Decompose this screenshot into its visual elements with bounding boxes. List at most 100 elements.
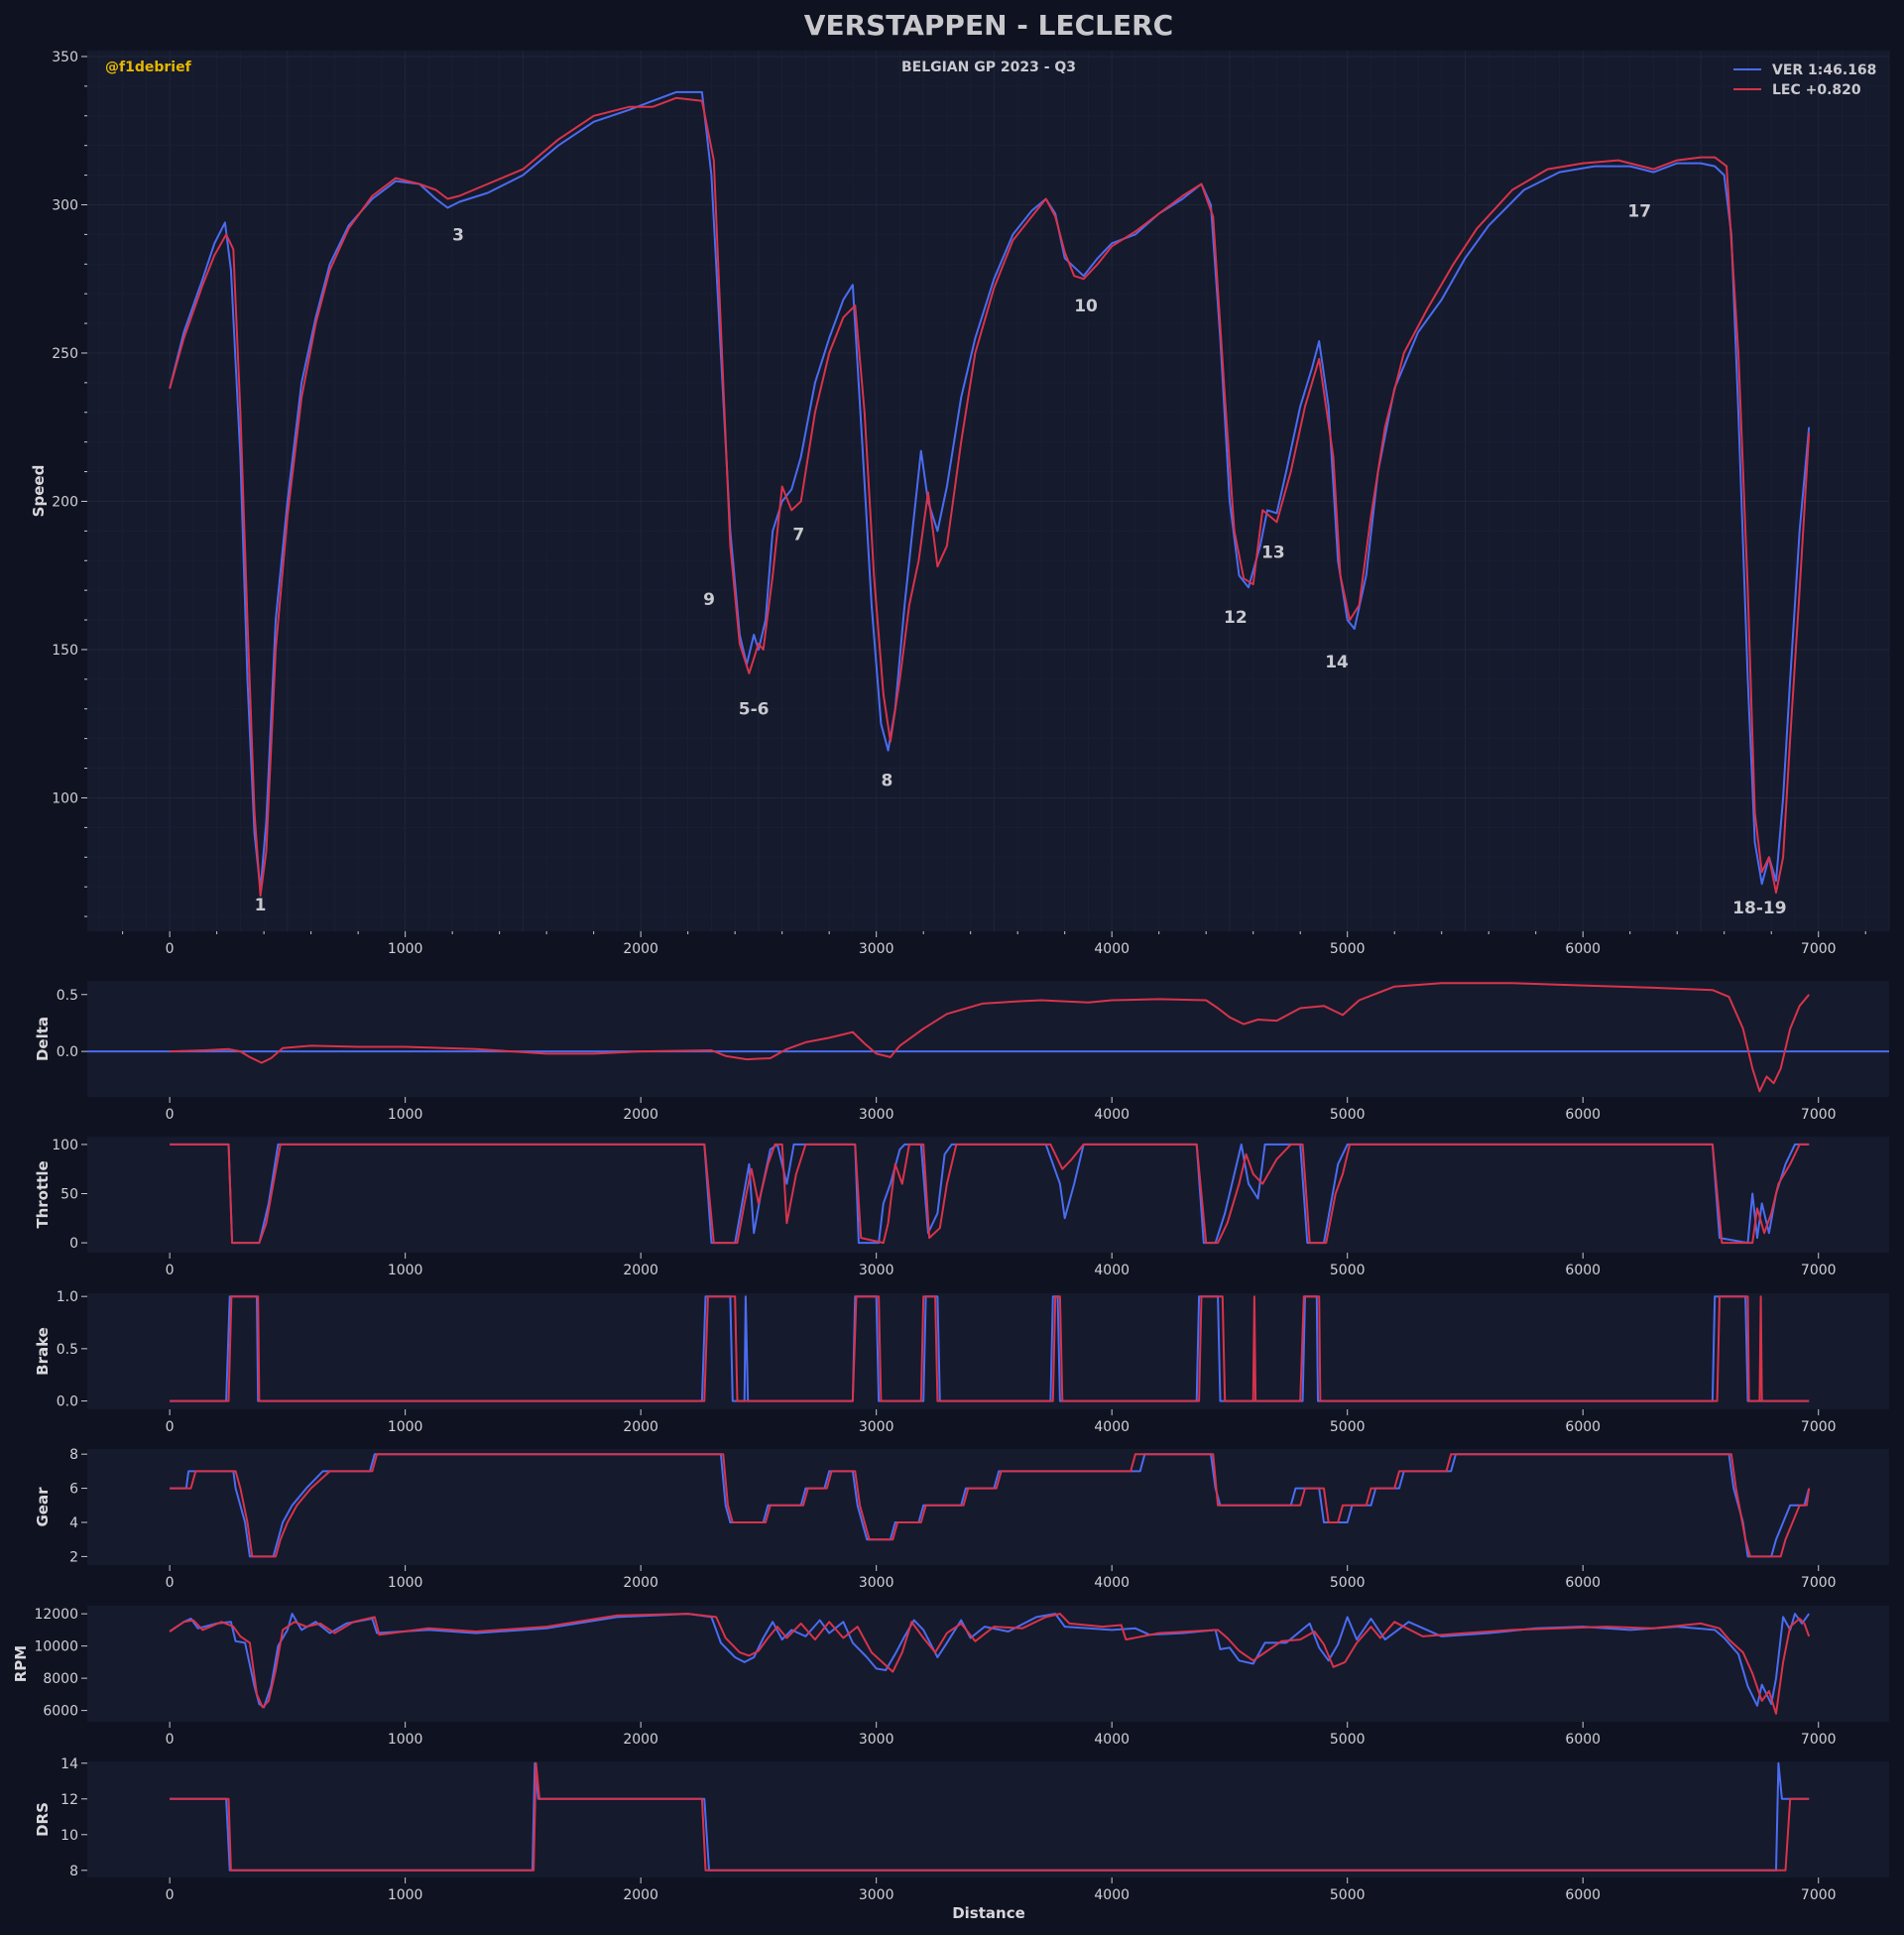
y-tick-label: 300 (52, 197, 78, 213)
panel-brake: 0 1000 2000 3000 4000 5000 6000 7000 0.0 0.5 1.0 Br… (34, 1289, 1889, 1435)
panel-drs: 0 1000 2000 3000 4000 5000 6000 7000 8 10 12 14 DRS (34, 1756, 1889, 1903)
x-tick-label: 6000 (1565, 1107, 1601, 1123)
x-tick-label: 1000 (388, 1887, 423, 1903)
corner-label: 9 (703, 590, 715, 610)
legend-label: LEC +0.820 (1772, 82, 1861, 98)
y-tick-label: 8000 (43, 1671, 78, 1687)
x-tick-label: 1000 (388, 1263, 423, 1278)
chart-subtitle: BELGIAN GP 2023 - Q3 (901, 60, 1076, 75)
x-tick-label: 6000 (1565, 1887, 1601, 1903)
x-tick-label: 7000 (1801, 1107, 1837, 1123)
x-tick-label: 3000 (859, 1575, 894, 1591)
x-tick-label: 0 (166, 941, 175, 957)
y-tick-label: 0.0 (57, 1044, 78, 1060)
y-tick-label: 12000 (34, 1607, 78, 1623)
y-axis-label: Gear (34, 1487, 52, 1527)
legend-label: VER 1:46.168 (1772, 62, 1876, 78)
corner-label: 14 (1325, 653, 1349, 672)
y-tick-label: 8 (69, 1864, 78, 1879)
x-tick-label: 4000 (1094, 1263, 1130, 1278)
x-tick-label: 3000 (859, 941, 894, 957)
panel-background (87, 1137, 1889, 1253)
corner-label: 1 (255, 896, 267, 915)
x-tick-label: 2000 (623, 1107, 658, 1123)
watermark: @f1debrief (105, 60, 192, 75)
panel-background (87, 981, 1889, 1097)
x-tick-label: 4000 (1094, 941, 1130, 957)
x-tick-label: 4000 (1094, 1732, 1130, 1748)
panel-throttle: 0 1000 2000 3000 4000 5000 6000 7000 0 50 100Throt… (34, 1137, 1889, 1278)
corner-label: 12 (1224, 608, 1248, 628)
series-line-lec (170, 1295, 1810, 1402)
y-tick-label: 12 (60, 1792, 78, 1808)
x-tick-label: 3000 (859, 1419, 894, 1435)
corner-label: 3 (452, 225, 464, 245)
x-tick-label: 1000 (388, 941, 423, 957)
x-tick-label: 7000 (1801, 1732, 1837, 1748)
x-tick-label: 7000 (1801, 941, 1837, 957)
figure-title: VERSTAPPEN - LECLERC (804, 9, 1173, 42)
panel-delta: 0 1000 2000 3000 4000 5000 6000 7000 0.0 0.5 Delta (34, 981, 1889, 1123)
y-tick-label: 200 (52, 494, 78, 510)
x-tick-label: 1000 (388, 1575, 423, 1591)
corner-label: 8 (881, 771, 892, 790)
y-tick-label: 150 (52, 643, 78, 659)
x-tick-label: 5000 (1330, 1732, 1366, 1748)
panel-background (87, 1761, 1889, 1877)
y-tick-label: 0.0 (57, 1394, 78, 1410)
x-tick-label: 1000 (388, 1107, 423, 1123)
x-tick-label: 0 (166, 1575, 175, 1591)
corner-label: 17 (1627, 201, 1651, 221)
chart-panels: 0 1000 2000 3000 4000 5000 6000 700010015020025… (12, 50, 1890, 1903)
y-tick-label: 0.5 (57, 1342, 78, 1358)
x-tick-label: 0 (166, 1887, 175, 1903)
x-tick-label: 2000 (623, 1887, 658, 1903)
panel-background (87, 1293, 1889, 1409)
panel-gear: 0 1000 2000 3000 4000 5000 6000 7000 2 4 6 8 Gear (34, 1447, 1889, 1591)
x-tick-label: 0 (166, 1732, 175, 1748)
y-tick-label: 14 (60, 1756, 78, 1772)
x-tick-label: 4000 (1094, 1419, 1130, 1435)
x-tick-label: 6000 (1565, 1263, 1601, 1278)
y-tick-label: 1.0 (57, 1289, 78, 1305)
x-tick-label: 6000 (1565, 1732, 1601, 1748)
x-tick-label: 4000 (1094, 1887, 1130, 1903)
x-tick-label: 2000 (623, 1732, 658, 1748)
corner-label: 18-19 (1732, 899, 1786, 918)
y-tick-label: 4 (69, 1515, 78, 1531)
x-tick-label: 5000 (1330, 941, 1366, 957)
y-tick-label: 10 (60, 1828, 78, 1844)
x-tick-label: 3000 (859, 1887, 894, 1903)
x-tick-label: 7000 (1801, 1575, 1837, 1591)
corner-label: 5-6 (739, 700, 770, 720)
y-tick-label: 100 (52, 790, 78, 806)
x-tick-label: 0 (166, 1419, 175, 1435)
x-tick-label: 4000 (1094, 1107, 1130, 1123)
panel-rpm: 0 1000 2000 3000 4000 5000 6000 7000 6000 8000 100… (12, 1606, 1889, 1748)
x-tick-label: 4000 (1094, 1575, 1130, 1591)
x-tick-label: 7000 (1801, 1419, 1837, 1435)
y-axis-label: Throttle (34, 1160, 52, 1228)
y-tick-label: 6000 (43, 1704, 78, 1720)
y-tick-label: 10000 (34, 1639, 78, 1655)
x-tick-label: 0 (166, 1263, 175, 1278)
x-tick-label: 2000 (623, 1263, 658, 1278)
y-tick-label: 6 (69, 1482, 78, 1498)
y-axis-label: DRS (34, 1802, 52, 1837)
x-tick-label: 5000 (1330, 1887, 1366, 1903)
series-line-lec (170, 1761, 1810, 1872)
x-tick-label: 3000 (859, 1263, 894, 1278)
corner-label: 7 (792, 525, 804, 544)
series-line-lec (169, 96, 1811, 898)
x-tick-label: 2000 (623, 1575, 658, 1591)
y-tick-label: 250 (52, 346, 78, 362)
series-line-lec (170, 1453, 1811, 1558)
series-line-lec (170, 1143, 1810, 1245)
x-tick-label: 5000 (1330, 1419, 1366, 1435)
x-tick-label: 5000 (1330, 1575, 1366, 1591)
x-tick-label: 1000 (388, 1419, 423, 1435)
x-tick-label: 6000 (1565, 1575, 1601, 1591)
panel-speed: 0 1000 2000 3000 4000 5000 6000 7000 100 150 200 25… (30, 50, 1890, 957)
panel-background (87, 1449, 1889, 1565)
